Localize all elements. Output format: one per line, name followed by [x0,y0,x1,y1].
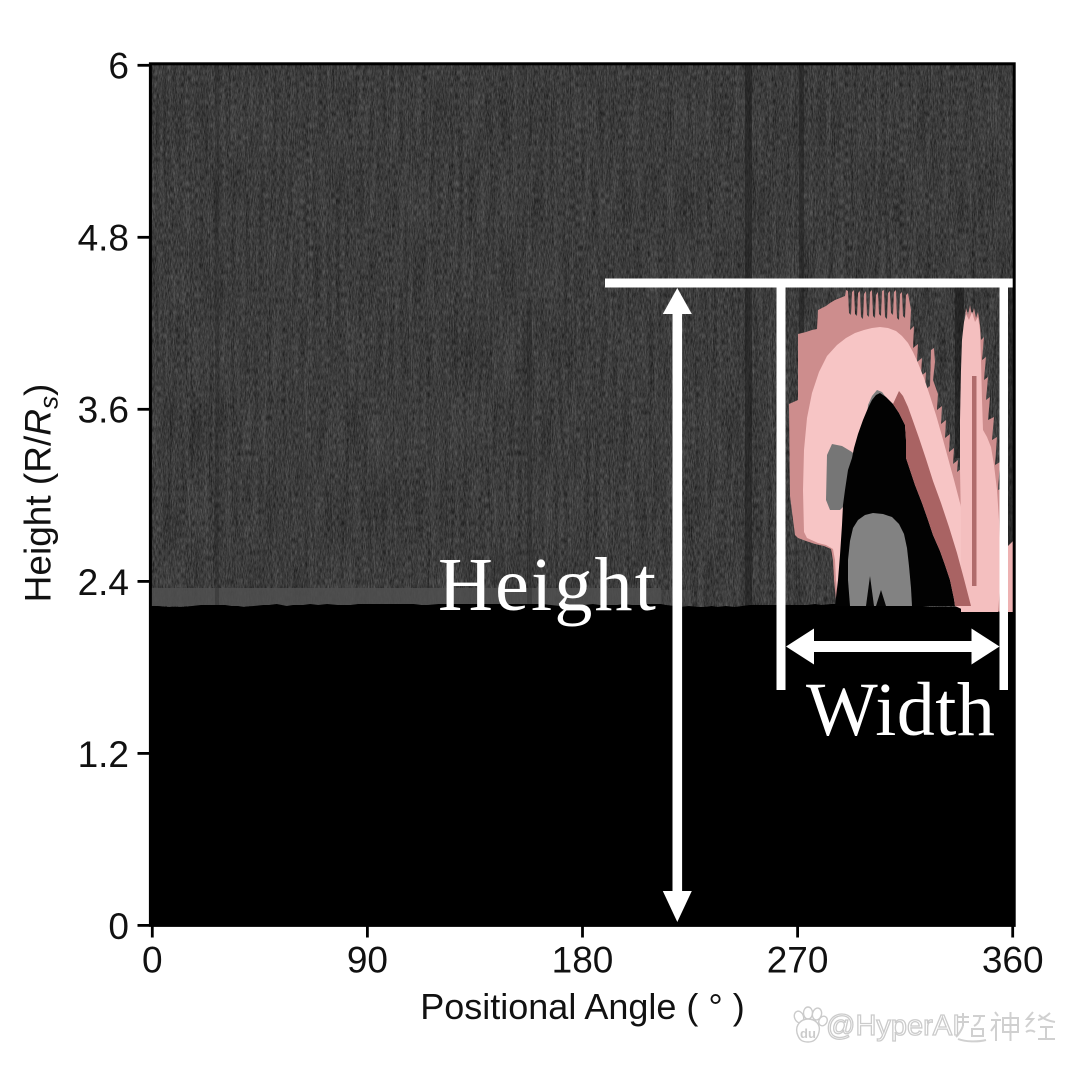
svg-text:180: 180 [552,940,614,981]
svg-text:Width: Width [806,668,995,752]
svg-text:360: 360 [982,940,1044,981]
svg-text:Height (R/Rs): Height (R/Rs) [18,384,64,603]
svg-text:0: 0 [108,906,129,947]
svg-text:2.4: 2.4 [78,562,129,603]
svg-text:Positional Angle ( ° ): Positional Angle ( ° ) [420,986,745,1027]
svg-text:3.6: 3.6 [78,390,129,431]
svg-text:Height: Height [438,543,658,627]
svg-text:1.2: 1.2 [78,734,129,775]
svg-text:6: 6 [108,46,129,87]
svg-text:0: 0 [142,940,163,981]
svg-text:270: 270 [767,940,829,981]
svg-text:@HyperAI: @HyperAI [826,1010,960,1042]
svg-text:4.8: 4.8 [78,218,129,259]
svg-text:90: 90 [347,940,388,981]
svg-text:du: du [800,1026,816,1041]
